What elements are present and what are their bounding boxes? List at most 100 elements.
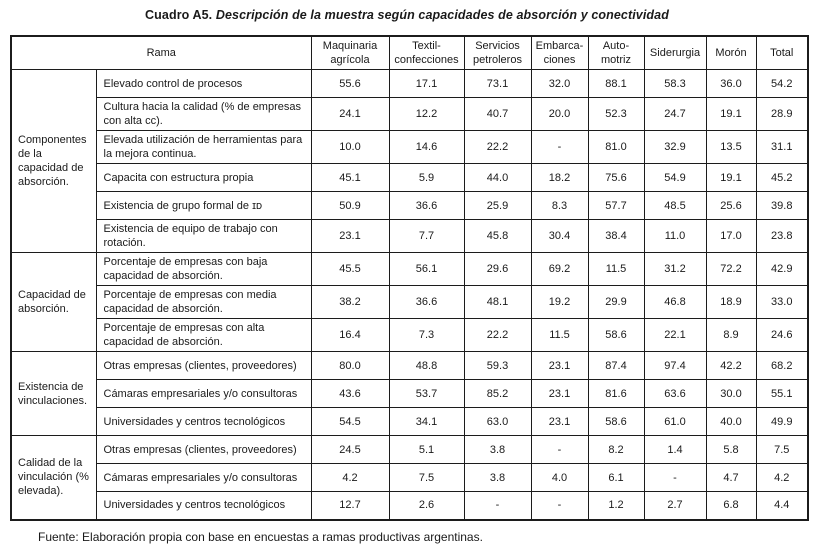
value-cell: 6.1 [587, 463, 645, 492]
value-cell: 10.0 [310, 130, 390, 164]
value-cell: 25.6 [705, 191, 757, 220]
value-cell: 49.9 [755, 407, 809, 436]
value-cell: 63.6 [643, 379, 707, 408]
data-table: Rama Maquinaria agrícola Textil- confecc… [10, 35, 809, 521]
value-cell: 32.0 [530, 69, 589, 98]
value-cell: 24.5 [310, 435, 390, 464]
group-label: Componentes de la capacidad de absorción… [10, 69, 97, 253]
value-cell: 7.5 [755, 435, 809, 464]
table-row: Elevada utilización de herramientas para… [11, 130, 809, 164]
value-cell: - [530, 435, 589, 464]
table-row: Porcentaje de empresas con alta capacida… [11, 318, 809, 352]
value-cell: 24.1 [310, 97, 390, 131]
table-row: Cámaras empresariales y/o consultoras 43.… [11, 379, 809, 408]
value-cell: 45.8 [463, 219, 532, 253]
row-label: Otras empresas (clientes, proveedores) [95, 351, 312, 380]
value-cell: 43.6 [310, 379, 390, 408]
table-row: Existencia de vinculaciones. Otras empres… [10, 351, 809, 436]
value-cell: 2.7 [643, 491, 707, 520]
column-header-moron: Morón [705, 35, 757, 70]
value-cell: 4.2 [755, 463, 809, 492]
column-header-textil-confecciones: Textil- confecciones [388, 35, 465, 70]
column-header-servicios-petroleros: Servicios petroleros [463, 35, 532, 70]
value-cell: 54.5 [310, 407, 390, 436]
value-cell: 23.8 [755, 219, 809, 253]
value-cell: 40.0 [705, 407, 757, 436]
value-cell: 7.3 [388, 318, 465, 352]
table-title-prefix: Cuadro A5. [145, 8, 216, 22]
column-header-maquinaria-agricola: Maquinaria agrícola [310, 35, 390, 70]
value-cell: 19.1 [705, 97, 757, 131]
value-cell: 17.0 [705, 219, 757, 253]
value-cell: 42.9 [755, 252, 809, 286]
table-row: Universidades y centros tecnológicos 12.7… [11, 491, 809, 520]
value-cell: 5.9 [388, 163, 465, 192]
value-cell: 55.1 [755, 379, 809, 408]
row-label: Cámaras empresariales y/o consultoras [95, 463, 312, 492]
value-cell: 87.4 [587, 351, 645, 380]
value-cell: 4.7 [705, 463, 757, 492]
value-cell: 13.5 [705, 130, 757, 164]
value-cell: 53.7 [388, 379, 465, 408]
value-cell: 42.2 [705, 351, 757, 380]
value-cell: 80.0 [310, 351, 390, 380]
value-cell: 1.4 [643, 435, 707, 464]
column-header-siderurgia: Siderurgia [643, 35, 707, 70]
table-row: Calidad de la vinculación (% elevada). Ot… [10, 435, 809, 520]
value-cell: 75.6 [587, 163, 645, 192]
row-label: Universidades y centros tecnológicos [95, 407, 312, 436]
value-cell: 11.5 [530, 318, 589, 352]
value-cell: 48.1 [463, 285, 532, 319]
table-row: Capacidad de absorción. Porcentaje de emp… [10, 252, 809, 352]
table-row: Cultura hacia la calidad (% de empresas … [11, 97, 809, 131]
group-label: Existencia de vinculaciones. [10, 351, 97, 436]
value-cell: 4.2 [310, 463, 390, 492]
table-title: Cuadro A5. Descripción de la muestra seg… [0, 0, 814, 22]
value-cell: 72.2 [705, 252, 757, 286]
value-cell: 31.1 [755, 130, 809, 164]
value-cell: 8.2 [587, 435, 645, 464]
row-label: Elevado control de procesos [95, 69, 312, 98]
value-cell: 11.5 [587, 252, 645, 286]
value-cell: 29.6 [463, 252, 532, 286]
value-cell: 28.9 [755, 97, 809, 131]
row-label: Porcentaje de empresas con media capacid… [95, 285, 312, 319]
value-cell: 30.0 [705, 379, 757, 408]
row-label: Capacita con estructura propia [95, 163, 312, 192]
value-cell: 50.9 [310, 191, 390, 220]
value-cell: 31.2 [643, 252, 707, 286]
value-cell: 57.7 [587, 191, 645, 220]
value-cell: 30.4 [530, 219, 589, 253]
table-row: Existencia de grupo formal de ɪᴅ 50.9 36.6… [11, 191, 809, 220]
value-cell: 39.8 [755, 191, 809, 220]
table-row: Componentes de la capacidad de absorción… [10, 69, 809, 253]
value-cell: 1.2 [587, 491, 645, 520]
value-cell: 36.0 [705, 69, 757, 98]
value-cell: 12.7 [310, 491, 390, 520]
value-cell: 55.6 [310, 69, 390, 98]
value-cell: - [530, 491, 589, 520]
value-cell: 19.1 [705, 163, 757, 192]
value-cell: 40.7 [463, 97, 532, 131]
row-label: Porcentaje de empresas con baja capacida… [95, 252, 312, 286]
value-cell: 54.9 [643, 163, 707, 192]
table-row: Capacita con estructura propia 45.1 5.9 44.… [11, 163, 809, 192]
value-cell: 32.9 [643, 130, 707, 164]
value-cell: 61.0 [643, 407, 707, 436]
table-body: Componentes de la capacidad de absorción… [10, 69, 809, 520]
value-cell: 59.3 [463, 351, 532, 380]
value-cell: 85.2 [463, 379, 532, 408]
value-cell: 3.8 [463, 435, 532, 464]
value-cell: 54.2 [755, 69, 809, 98]
value-cell: 23.1 [530, 407, 589, 436]
value-cell: 12.2 [388, 97, 465, 131]
column-header-total: Total [755, 35, 809, 70]
value-cell: 46.8 [643, 285, 707, 319]
row-label: Existencia de grupo formal de ɪᴅ [95, 191, 312, 220]
row-label: Existencia de equipo de trabajo con rota… [95, 219, 312, 253]
value-cell: - [463, 491, 532, 520]
table-header: Rama Maquinaria agrícola Textil- confecc… [10, 35, 809, 70]
value-cell: 23.1 [530, 379, 589, 408]
value-cell: 81.0 [587, 130, 645, 164]
